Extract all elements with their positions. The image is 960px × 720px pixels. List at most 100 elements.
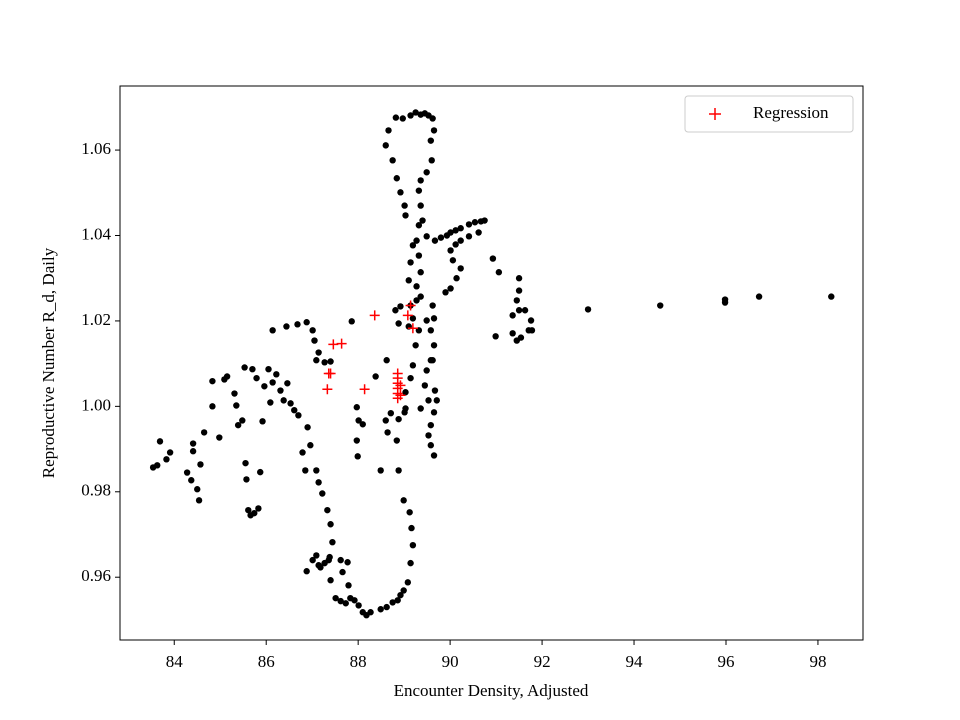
point (429, 115, 436, 122)
point (452, 241, 459, 248)
point (353, 404, 360, 411)
point (409, 541, 417, 549)
point (521, 307, 529, 314)
x-tick-label: 94 (626, 652, 644, 671)
point (417, 269, 424, 276)
point (216, 434, 223, 441)
y-tick-label: 1.02 (81, 310, 111, 329)
y-tick-label: 1.06 (81, 139, 111, 158)
point (402, 212, 409, 219)
point (431, 387, 439, 394)
point (584, 306, 592, 313)
point (234, 421, 242, 429)
point (384, 429, 391, 436)
point (513, 297, 520, 304)
plus-point (402, 310, 413, 321)
point (415, 187, 423, 194)
point (417, 293, 424, 300)
point (355, 602, 362, 609)
point (315, 479, 322, 486)
point (401, 202, 408, 209)
point (291, 406, 298, 414)
y-tick-label: 1.04 (81, 224, 111, 243)
point (721, 299, 729, 306)
point (449, 257, 457, 264)
point (425, 397, 432, 404)
point (321, 359, 328, 366)
plus-point (407, 323, 418, 334)
point (251, 509, 258, 517)
point (188, 477, 195, 484)
point (183, 469, 191, 476)
point (457, 225, 464, 232)
x-tick-label: 92 (534, 652, 551, 671)
point (194, 486, 201, 493)
plus-point (328, 339, 339, 350)
point (269, 379, 276, 386)
point (261, 383, 268, 390)
point (481, 217, 488, 224)
point (243, 476, 250, 483)
point (457, 265, 464, 272)
point (417, 202, 424, 209)
point (327, 521, 334, 528)
point (417, 177, 424, 184)
point (442, 289, 449, 296)
point (231, 390, 238, 397)
point (423, 233, 430, 240)
point (471, 219, 479, 226)
point (387, 409, 395, 417)
point (255, 505, 262, 512)
point (755, 293, 763, 300)
x-axis-label: Encounter Density, Adjusted (394, 681, 589, 700)
point (313, 552, 320, 559)
point (437, 234, 445, 241)
point (377, 606, 384, 613)
point (515, 287, 523, 294)
point (528, 327, 536, 334)
plus-point (369, 310, 380, 321)
point (267, 399, 274, 406)
point (372, 373, 379, 380)
point (415, 222, 423, 229)
point (233, 402, 240, 409)
point (283, 323, 290, 330)
point (515, 275, 523, 282)
point (395, 415, 402, 423)
point (423, 169, 430, 176)
point (209, 377, 216, 385)
point (197, 461, 204, 468)
point (397, 303, 404, 310)
point (325, 556, 332, 564)
y-tick-label: 0.96 (81, 566, 111, 585)
point (345, 582, 352, 589)
point (249, 365, 256, 373)
point (399, 115, 406, 122)
point (430, 452, 438, 459)
point (430, 342, 438, 349)
point (397, 189, 404, 196)
point (383, 357, 390, 364)
point (447, 229, 454, 236)
point (355, 417, 362, 424)
x-tick-label: 96 (717, 652, 734, 671)
point (527, 317, 535, 324)
point (429, 357, 436, 364)
x-tick-label: 88 (350, 652, 367, 671)
point (189, 448, 197, 455)
point (423, 317, 430, 324)
point (313, 357, 320, 364)
point (309, 327, 316, 334)
point (277, 387, 284, 394)
point (242, 459, 249, 467)
point (393, 437, 400, 444)
point (166, 449, 174, 456)
point (409, 242, 417, 249)
point (423, 367, 430, 374)
point (395, 467, 402, 474)
point (395, 320, 402, 327)
point (409, 315, 417, 322)
point (465, 221, 473, 228)
point (253, 374, 260, 382)
x-tick-label: 84 (166, 652, 184, 671)
